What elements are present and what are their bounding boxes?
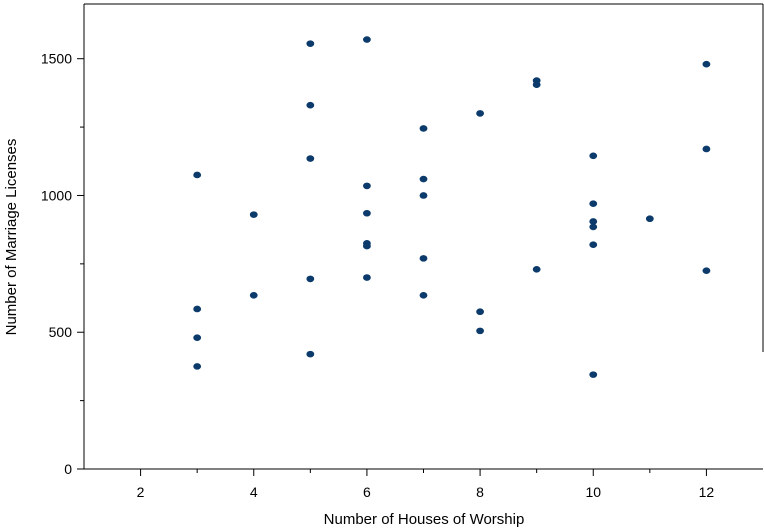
- y-axis-title: Number of Marriage Licenses: [3, 139, 20, 336]
- y-tick-label: 1500: [41, 51, 72, 67]
- x-tick-label: 4: [250, 484, 258, 500]
- data-point: [702, 60, 711, 68]
- y-tick-label: 0: [64, 461, 72, 477]
- data-point: [589, 241, 598, 249]
- data-point: [363, 209, 371, 217]
- data-point: [419, 192, 428, 199]
- data-point: [363, 36, 371, 43]
- x-axis-title: Number of Houses of Worship: [324, 511, 525, 528]
- data-point: [419, 292, 428, 299]
- data-point: [476, 327, 484, 335]
- data-point: [363, 182, 371, 190]
- data-point: [306, 101, 315, 109]
- x-axis: 2 4 6 8 10 12: [137, 469, 715, 500]
- data-point: [419, 175, 428, 183]
- data-point: [193, 171, 202, 179]
- data-point: [363, 274, 371, 281]
- y-tick-label: 500: [49, 324, 73, 340]
- data-point: [589, 218, 598, 225]
- x-tick-label: 8: [476, 484, 484, 500]
- x-tick-label: 12: [699, 484, 715, 500]
- data-point: [306, 155, 315, 162]
- data-point: [589, 371, 598, 378]
- x-tick-label: 10: [585, 484, 601, 500]
- data-point: [306, 40, 315, 47]
- data-point: [589, 223, 598, 231]
- data-point: [532, 266, 541, 273]
- data-point: [419, 125, 428, 132]
- data-point: [702, 145, 711, 153]
- data-point: [249, 292, 258, 299]
- data-point: [306, 350, 315, 358]
- data-point: [589, 200, 598, 207]
- data-point: [193, 363, 202, 370]
- data-point: [306, 275, 315, 283]
- data-point: [532, 81, 541, 88]
- data-points: [193, 36, 711, 378]
- data-point: [193, 305, 202, 313]
- y-axis: 0 500 1000 1500: [41, 51, 84, 477]
- data-point: [363, 242, 371, 250]
- data-point: [476, 308, 484, 316]
- data-point: [193, 334, 202, 342]
- y-tick-label: 1000: [41, 187, 72, 203]
- data-point: [645, 215, 654, 223]
- x-tick-label: 6: [363, 484, 371, 500]
- data-point: [419, 255, 428, 262]
- data-point: [249, 211, 258, 218]
- data-point: [476, 110, 484, 117]
- x-tick-label: 2: [137, 484, 145, 500]
- data-point: [702, 267, 711, 274]
- data-point: [589, 152, 598, 160]
